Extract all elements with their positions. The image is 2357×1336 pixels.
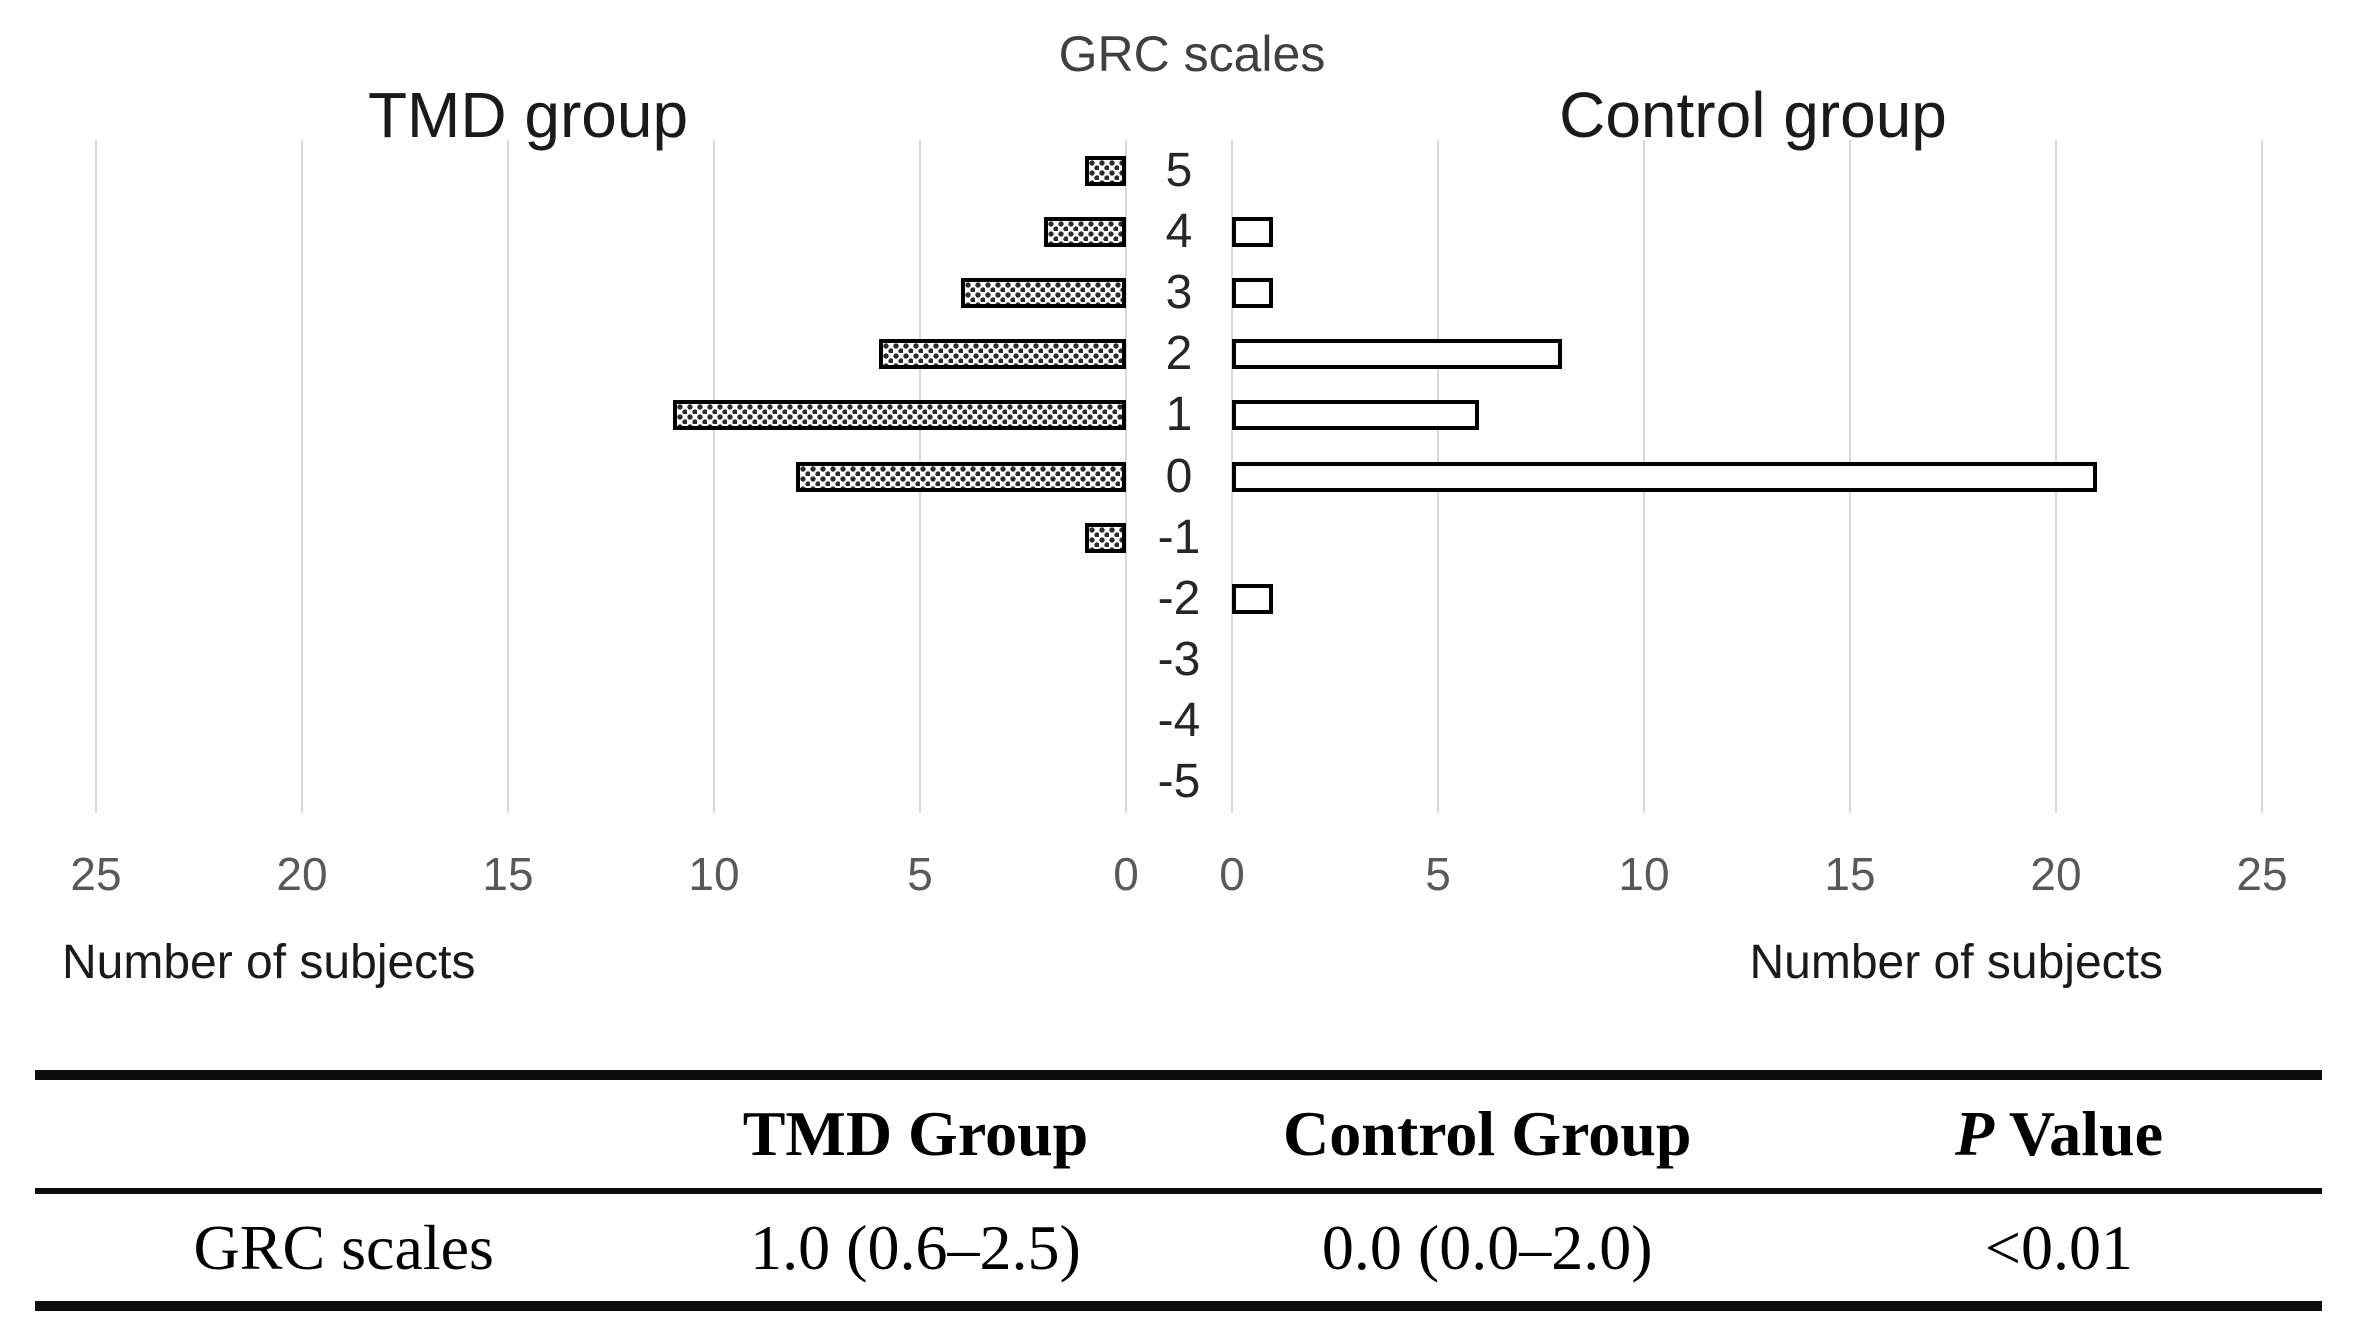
bar-control-3 [1232,278,1273,308]
tick-label-left-25: 25 [70,848,122,900]
table-data-row: GRC scales 1.0 (0.6–2.5) 0.0 (0.0–2.0) <… [35,1194,2322,1301]
tick-label-right-15: 15 [1824,848,1876,900]
table-header-tmd-group: TMD Group [742,1098,1089,1169]
bar-control--2 [1232,584,1273,614]
category-label-1: 1 [1165,388,1193,441]
category-label--1: -1 [1157,511,1201,564]
tick-label-left-15: 15 [482,848,534,900]
x-axis-label-left: Number of subjects [62,936,476,989]
right-chart-title: Control group [1559,79,1947,151]
category-label-4: 4 [1165,205,1193,258]
tmd-group-value: 1.0 (0.6–2.5) [750,1211,1081,1283]
bar-control-4 [1232,217,1273,247]
category-label-3: 3 [1165,266,1193,319]
plot-area: 0 0 5 5 10 10 15 15 20 20 25 25 5 4 3 2 1 0 -1 -2 -3 -4 -5 [70,140,2288,900]
gridline-left-25 [95,140,97,813]
bar-control-1 [1232,400,1479,430]
p-value-italic-p: P [1954,1098,1995,1169]
bar-tmd-4 [1044,217,1126,247]
category-label--5: -5 [1157,755,1201,808]
bar-tmd-5 [1085,156,1126,186]
gridline-left-20 [301,140,303,813]
chart-title: GRC scales [1058,26,1326,82]
tick-label-right-20: 20 [2030,848,2082,900]
category-label--3: -3 [1157,633,1201,686]
control-group-value: 0.0 (0.0–2.0) [1321,1211,1653,1283]
gridline-left-10 [713,140,715,813]
tick-label-right-0: 0 [1219,848,1245,900]
bar-control-2 [1232,339,1562,369]
tick-label-right-25: 25 [2236,848,2288,900]
bar-control-0 [1232,462,2097,492]
gridline-right-25 [2261,140,2263,813]
gridline-left-0 [1125,140,1127,813]
category-label-0: 0 [1165,450,1193,503]
bar-tmd-0 [796,462,1126,492]
table-header-p-value: P Value [1796,1099,2322,1169]
left-chart-title: TMD group [367,79,689,151]
row-label-grc-scales: GRC scales [193,1211,494,1283]
tick-label-right-5: 5 [1425,848,1451,900]
table-header-row: TMD Group Control Group P Value [35,1080,2322,1194]
tick-label-left-5: 5 [907,848,933,900]
category-label--4: -4 [1157,694,1201,747]
tick-label-left-20: 20 [276,848,328,900]
tick-label-left-10: 10 [688,848,740,900]
bar-tmd--1 [1085,523,1126,553]
p-value: <0.01 [1984,1211,2134,1283]
p-value-rest: Value [1994,1098,2163,1169]
category-label-2: 2 [1165,327,1193,380]
gridline-left-15 [507,140,509,813]
bar-tmd-3 [961,278,1126,308]
bar-tmd-1 [673,400,1126,430]
category-label-5: 5 [1165,144,1193,197]
tick-label-left-0: 0 [1113,848,1139,900]
table-header-control-group: Control Group [1283,1098,1692,1169]
bar-tmd-2 [879,339,1126,369]
x-axis-label-right: Number of subjects [1749,936,2163,989]
category-label--2: -2 [1157,572,1201,625]
results-table: TMD Group Control Group P Value GRC scal… [35,1070,2322,1311]
tick-label-right-10: 10 [1618,848,1670,900]
